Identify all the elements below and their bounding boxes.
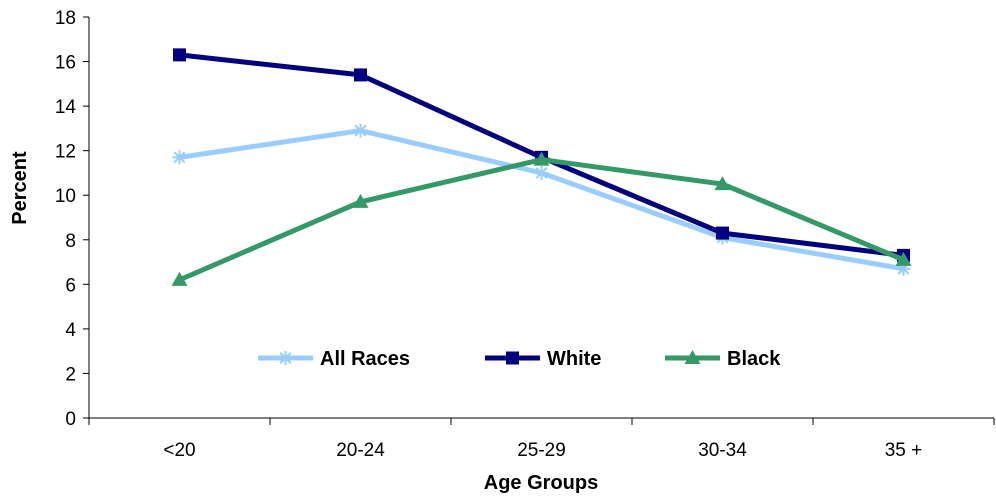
y-axis: 0 2 4 6 8 10 12 14 16 18 xyxy=(55,8,90,430)
series-all-races xyxy=(172,123,911,276)
data-point-black xyxy=(352,193,369,208)
x-axis: <20 20-24 25-29 30-34 35 + xyxy=(88,417,995,461)
legend-item-all-races: All Races xyxy=(258,348,410,370)
legend-item-black: Black xyxy=(665,348,781,370)
data-point-black xyxy=(714,176,731,191)
x-tick-label: 25-29 xyxy=(517,440,566,461)
data-point-all-races xyxy=(172,150,187,165)
data-point-black xyxy=(895,251,912,266)
data-point-black xyxy=(171,271,188,286)
y-axis-title: Percent xyxy=(9,151,31,225)
legend-label-white: White xyxy=(547,348,601,370)
y-tick-label: 14 xyxy=(55,97,77,118)
legend: All Races White Black xyxy=(258,348,781,370)
x-tick-label: 35 + xyxy=(885,440,923,461)
legend-item-white: White xyxy=(485,348,601,370)
series-black xyxy=(171,151,912,286)
y-tick-label: 18 xyxy=(55,8,76,29)
legend-label-black: Black xyxy=(727,348,781,370)
y-tick-label: 4 xyxy=(65,320,76,341)
legend-marker-all-races xyxy=(278,351,293,365)
y-tick-label: 10 xyxy=(55,186,76,207)
y-tick-label: 16 xyxy=(55,53,76,74)
data-point-all-races xyxy=(353,123,368,138)
series-layer xyxy=(171,48,912,286)
data-point-black xyxy=(533,151,550,166)
data-point-white xyxy=(173,48,186,62)
y-tick-label: 12 xyxy=(55,142,76,163)
data-point-all-races xyxy=(534,165,549,180)
y-tick-label: 6 xyxy=(65,275,76,296)
legend-marker-white xyxy=(506,351,519,365)
x-tick-label: 30-34 xyxy=(698,440,747,461)
y-tick-label: 2 xyxy=(65,364,76,385)
data-point-white xyxy=(354,68,367,82)
legend-label-all-races: All Races xyxy=(320,348,410,370)
x-tick-label: 20-24 xyxy=(336,440,385,461)
legend-marker-black xyxy=(684,350,701,364)
x-tick-label: <20 xyxy=(163,440,195,461)
y-tick-label: 8 xyxy=(65,231,76,252)
x-axis-title: Age Groups xyxy=(484,472,598,494)
y-tick-label: 0 xyxy=(65,409,76,430)
data-point-white xyxy=(716,226,729,240)
